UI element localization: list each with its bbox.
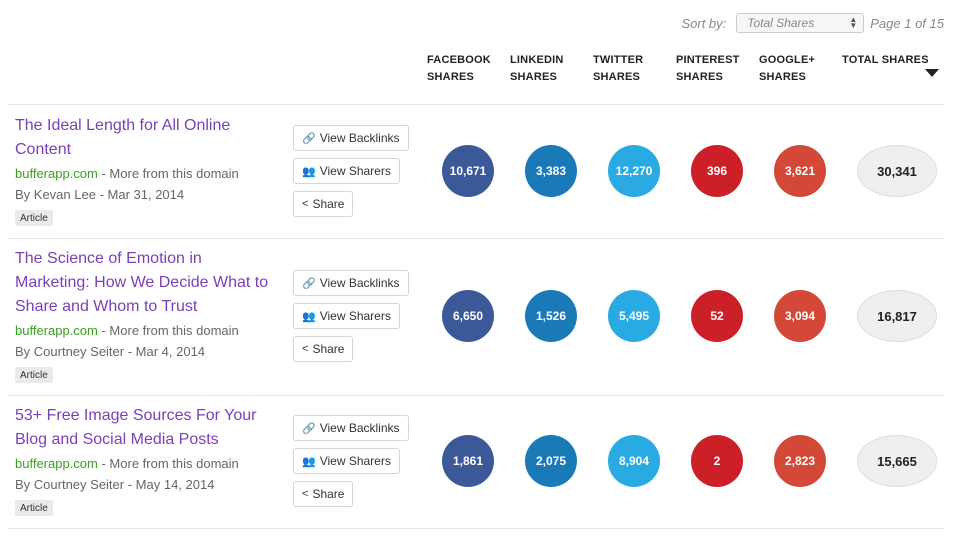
share-button[interactable]: < Share bbox=[293, 336, 354, 362]
view-backlinks-label: View Backlinks bbox=[319, 421, 400, 435]
article-title-link[interactable]: The Ideal Length for All Online Content bbox=[15, 117, 231, 158]
twitter-shares-count: 5,495 bbox=[608, 290, 660, 342]
users-icon: 👥 bbox=[302, 310, 316, 323]
view-sharers-button[interactable]: 👥 View Sharers bbox=[293, 303, 400, 329]
view-backlinks-button[interactable]: 🔗 View Backlinks bbox=[293, 270, 409, 296]
facebook-shares-count: 10,671 bbox=[442, 145, 494, 197]
header-facebook-shares[interactable]: FACEBOOK SHARES bbox=[427, 52, 491, 86]
view-backlinks-button[interactable]: 🔗 View Backlinks bbox=[293, 125, 409, 151]
total-shares-count: 15,665 bbox=[857, 435, 937, 487]
header-googleplus-line1: GOOGLE+ bbox=[759, 54, 816, 66]
more-from-domain-link[interactable]: - More from this domain bbox=[97, 323, 239, 338]
header-facebook-line2: SHARES bbox=[427, 71, 475, 83]
publish-date: - Mar 31, 2014 bbox=[95, 187, 185, 202]
share-icon: < bbox=[302, 198, 309, 210]
twitter-shares-count: 8,904 bbox=[608, 435, 660, 487]
view-sharers-button[interactable]: 👥 View Sharers bbox=[293, 448, 400, 474]
content-type-badge: Article bbox=[15, 367, 53, 383]
header-pinterest-line2: SHARES bbox=[676, 71, 724, 83]
divider bbox=[8, 238, 944, 239]
pinterest-shares-count: 396 bbox=[691, 145, 743, 197]
header-total-line1: TOTAL SHARES bbox=[842, 54, 929, 66]
domain-link[interactable]: bufferapp.com bbox=[15, 166, 98, 181]
select-arrows-icon: ▲ ▼ bbox=[849, 15, 858, 30]
linkedin-shares-count: 3,383 bbox=[525, 145, 577, 197]
users-icon: 👥 bbox=[302, 455, 316, 468]
author-line: By Courtney Seiter - Mar 4, 2014 bbox=[15, 344, 205, 359]
share-button[interactable]: < Share bbox=[293, 191, 354, 217]
author-name[interactable]: By Courtney Seiter bbox=[15, 344, 125, 359]
linkedin-shares-count: 1,526 bbox=[525, 290, 577, 342]
article-title-link[interactable]: 53+ Free Image Sources For Your Blog and… bbox=[15, 407, 257, 448]
domain-line: bufferapp.com - More from this domain bbox=[15, 456, 239, 471]
more-from-domain-link[interactable]: - More from this domain bbox=[97, 166, 239, 181]
domain-line: bufferapp.com - More from this domain bbox=[15, 323, 239, 338]
header-linkedin-line2: SHARES bbox=[510, 71, 558, 83]
publish-date: - Mar 4, 2014 bbox=[124, 344, 206, 359]
share-label: Share bbox=[312, 342, 345, 356]
share-label: Share bbox=[312, 487, 345, 501]
share-icon: < bbox=[302, 343, 309, 355]
view-backlinks-label: View Backlinks bbox=[319, 276, 400, 290]
googleplus-shares-count: 3,621 bbox=[774, 145, 826, 197]
author-line: By Courtney Seiter - May 14, 2014 bbox=[15, 477, 214, 492]
domain-link[interactable]: bufferapp.com bbox=[15, 323, 98, 338]
facebook-shares-count: 1,861 bbox=[442, 435, 494, 487]
link-icon: 🔗 bbox=[302, 277, 316, 290]
googleplus-shares-count: 3,094 bbox=[774, 290, 826, 342]
facebook-shares-count: 6,650 bbox=[442, 290, 494, 342]
divider bbox=[8, 395, 944, 396]
twitter-shares-count: 12,270 bbox=[608, 145, 660, 197]
header-twitter-line2: SHARES bbox=[593, 71, 641, 83]
total-shares-count: 16,817 bbox=[857, 290, 937, 342]
view-backlinks-label: View Backlinks bbox=[319, 131, 400, 145]
page-info: Page 1 of 15 bbox=[870, 15, 944, 31]
view-sharers-label: View Sharers bbox=[319, 309, 391, 323]
divider bbox=[8, 528, 944, 529]
sort-select[interactable]: Total Shares ▲ ▼ bbox=[736, 13, 865, 33]
sort-label: Sort by: bbox=[681, 15, 727, 31]
share-icon: < bbox=[302, 488, 309, 500]
linkedin-shares-count: 2,075 bbox=[525, 435, 577, 487]
more-from-domain-link[interactable]: - More from this domain bbox=[97, 456, 239, 471]
content-type-badge: Article bbox=[15, 500, 53, 516]
users-icon: 👥 bbox=[302, 165, 316, 178]
sort-desc-icon[interactable] bbox=[925, 69, 939, 77]
author-line: By Kevan Lee - Mar 31, 2014 bbox=[15, 187, 184, 202]
link-icon: 🔗 bbox=[302, 132, 316, 145]
share-button[interactable]: < Share bbox=[293, 481, 354, 507]
author-name[interactable]: By Kevan Lee bbox=[15, 187, 96, 202]
pinterest-shares-count: 52 bbox=[691, 290, 743, 342]
view-sharers-label: View Sharers bbox=[319, 164, 391, 178]
view-backlinks-button[interactable]: 🔗 View Backlinks bbox=[293, 415, 409, 441]
share-label: Share bbox=[312, 197, 345, 211]
link-icon: 🔗 bbox=[302, 422, 316, 435]
domain-line: bufferapp.com - More from this domain bbox=[15, 166, 239, 181]
article-title-link[interactable]: The Science of Emotion in Marketing: How… bbox=[15, 250, 269, 315]
content-type-badge: Article bbox=[15, 210, 53, 226]
publish-date: - May 14, 2014 bbox=[124, 477, 215, 492]
header-twitter-shares[interactable]: TWITTER SHARES bbox=[593, 52, 643, 86]
pinterest-shares-count: 2 bbox=[691, 435, 743, 487]
author-name[interactable]: By Courtney Seiter bbox=[15, 477, 125, 492]
header-linkedin-shares[interactable]: LINKEDIN SHARES bbox=[510, 52, 564, 86]
view-sharers-button[interactable]: 👥 View Sharers bbox=[293, 158, 400, 184]
googleplus-shares-count: 2,823 bbox=[774, 435, 826, 487]
header-twitter-line1: TWITTER bbox=[593, 54, 644, 66]
header-pinterest-shares[interactable]: PINTEREST SHARES bbox=[676, 52, 740, 86]
view-sharers-label: View Sharers bbox=[319, 454, 391, 468]
header-linkedin-line1: LINKEDIN bbox=[510, 54, 564, 66]
header-googleplus-line2: SHARES bbox=[759, 71, 807, 83]
sort-selected-value: Total Shares bbox=[747, 16, 815, 30]
header-total-shares[interactable]: TOTAL SHARES bbox=[842, 52, 929, 69]
header-googleplus-shares[interactable]: GOOGLE+ SHARES bbox=[759, 52, 815, 86]
header-facebook-line1: FACEBOOK bbox=[427, 54, 491, 66]
total-shares-count: 30,341 bbox=[857, 145, 937, 197]
domain-link[interactable]: bufferapp.com bbox=[15, 456, 98, 471]
header-pinterest-line1: PINTEREST bbox=[676, 54, 740, 66]
sort-bar: Sort by: Total Shares ▲ ▼ Page 1 of 15 bbox=[681, 12, 944, 34]
divider bbox=[8, 104, 944, 105]
